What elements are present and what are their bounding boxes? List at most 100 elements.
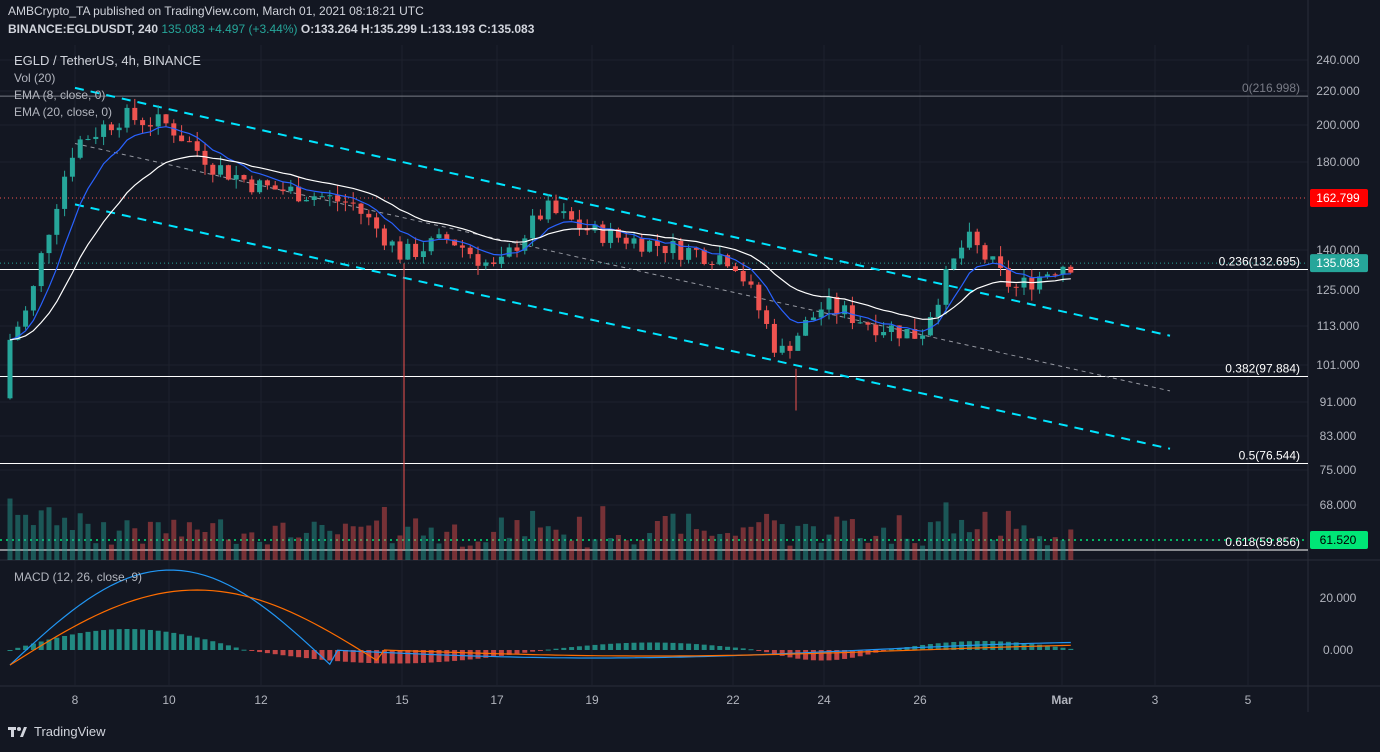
candle xyxy=(927,312,933,337)
macd-histogram-bar xyxy=(842,650,848,659)
volume-bar xyxy=(444,531,450,560)
volume-bar xyxy=(1068,529,1074,560)
volume-bar xyxy=(459,546,465,560)
macd-histogram-bar xyxy=(1068,648,1074,650)
ema8-label: EMA (8, close, 0) xyxy=(14,88,106,102)
candle xyxy=(186,136,192,143)
candle xyxy=(257,178,263,194)
time-axis-label: 26 xyxy=(913,693,927,707)
macd-histogram-bar xyxy=(233,647,239,650)
candle xyxy=(420,242,426,264)
volume-bar xyxy=(873,535,879,560)
volume-bar xyxy=(1037,536,1043,560)
candle xyxy=(1037,271,1043,294)
volume-bar xyxy=(974,529,980,560)
macd-histogram-bar xyxy=(54,637,60,650)
macd-histogram-bar xyxy=(101,630,107,650)
volume-bar xyxy=(225,539,231,560)
volume-bar xyxy=(249,532,255,560)
macd-histogram-bar xyxy=(444,650,450,662)
volume-bar xyxy=(1029,538,1035,560)
volume-bar xyxy=(717,533,723,560)
price-tag xyxy=(1310,531,1368,549)
candle xyxy=(389,239,395,253)
footer-brand[interactable]: TradingView xyxy=(8,724,106,739)
macd-histogram-bar xyxy=(810,650,816,661)
candle xyxy=(842,300,848,319)
macd-histogram-bar xyxy=(693,644,699,650)
macd-histogram-bar xyxy=(748,649,754,651)
candle xyxy=(163,114,169,127)
volume-bar xyxy=(966,532,972,560)
volume-bar xyxy=(826,534,832,560)
macd-histogram-bar xyxy=(436,650,442,663)
volume-bar xyxy=(413,518,419,560)
volume-bar xyxy=(436,543,442,560)
macd-histogram-bar xyxy=(771,650,777,655)
macd-histogram-bar xyxy=(46,639,52,650)
price-axis-label: 180.000 xyxy=(1316,155,1360,169)
macd-histogram-bar xyxy=(374,650,380,664)
volume-bar xyxy=(537,527,543,560)
price-tag-label: 135.083 xyxy=(1316,256,1360,270)
macd-histogram-bar xyxy=(826,650,832,661)
macd-histogram-bar xyxy=(116,629,122,650)
candle xyxy=(30,285,36,316)
candle xyxy=(732,262,738,273)
macd-histogram-bar xyxy=(163,631,169,650)
candle xyxy=(413,237,419,260)
macd-histogram-bar xyxy=(553,648,559,650)
volume-bar xyxy=(311,521,317,560)
price-axis-label: 83.000 xyxy=(1320,429,1357,443)
candle xyxy=(881,322,887,338)
macd-histogram-bar xyxy=(678,643,684,650)
candle xyxy=(467,245,473,259)
volume-bar xyxy=(795,525,801,560)
volume-bar xyxy=(561,534,567,560)
macd-histogram-bar xyxy=(381,650,387,664)
macd-histogram-bar xyxy=(389,650,395,664)
candle xyxy=(350,192,356,211)
macd-histogram-bar xyxy=(514,650,520,654)
candle xyxy=(288,179,294,194)
candle xyxy=(951,258,957,271)
volume-bar xyxy=(163,533,169,560)
macd-histogram-bar xyxy=(857,650,863,657)
volume-bar xyxy=(77,513,83,560)
volume-bar xyxy=(662,515,668,560)
volume-bar xyxy=(522,536,528,560)
candle xyxy=(506,243,512,258)
volume-bar xyxy=(834,516,840,560)
volume-bar xyxy=(452,524,458,560)
candle xyxy=(179,125,185,142)
macd-histogram-bar xyxy=(1037,644,1043,650)
volume-bar xyxy=(639,539,645,560)
volume-bar xyxy=(686,513,692,560)
volume-bar xyxy=(881,527,887,560)
candle xyxy=(483,259,489,270)
macd-label: MACD (12, 26, close, 9) xyxy=(14,570,143,584)
volume-bar xyxy=(210,523,216,560)
candle xyxy=(935,298,941,325)
volume-bar xyxy=(15,514,21,560)
channel-lower xyxy=(74,203,1171,450)
time-axis-label: 24 xyxy=(817,693,831,707)
candle xyxy=(108,122,114,136)
time-axis-label: 15 xyxy=(395,693,409,707)
volume-bar xyxy=(693,529,699,560)
volume-bar xyxy=(327,530,333,560)
macd-histogram-bar xyxy=(202,639,208,650)
candle xyxy=(46,234,52,264)
macd-histogram-bar xyxy=(561,647,567,650)
time-axis-label: Mar xyxy=(1051,693,1073,707)
volume-bar xyxy=(584,547,590,560)
fib-label: 0.236(132.695) xyxy=(1219,254,1300,268)
volume-bar xyxy=(654,520,660,560)
price-axis-label: 140.000 xyxy=(1316,243,1360,257)
close-value: C:135.083 xyxy=(478,22,535,36)
axes: 240.000220.000200.000180.000162.799140.0… xyxy=(0,53,1380,707)
volume-bar xyxy=(358,526,364,560)
macd-histogram-bar xyxy=(108,629,114,650)
candle xyxy=(584,219,590,235)
